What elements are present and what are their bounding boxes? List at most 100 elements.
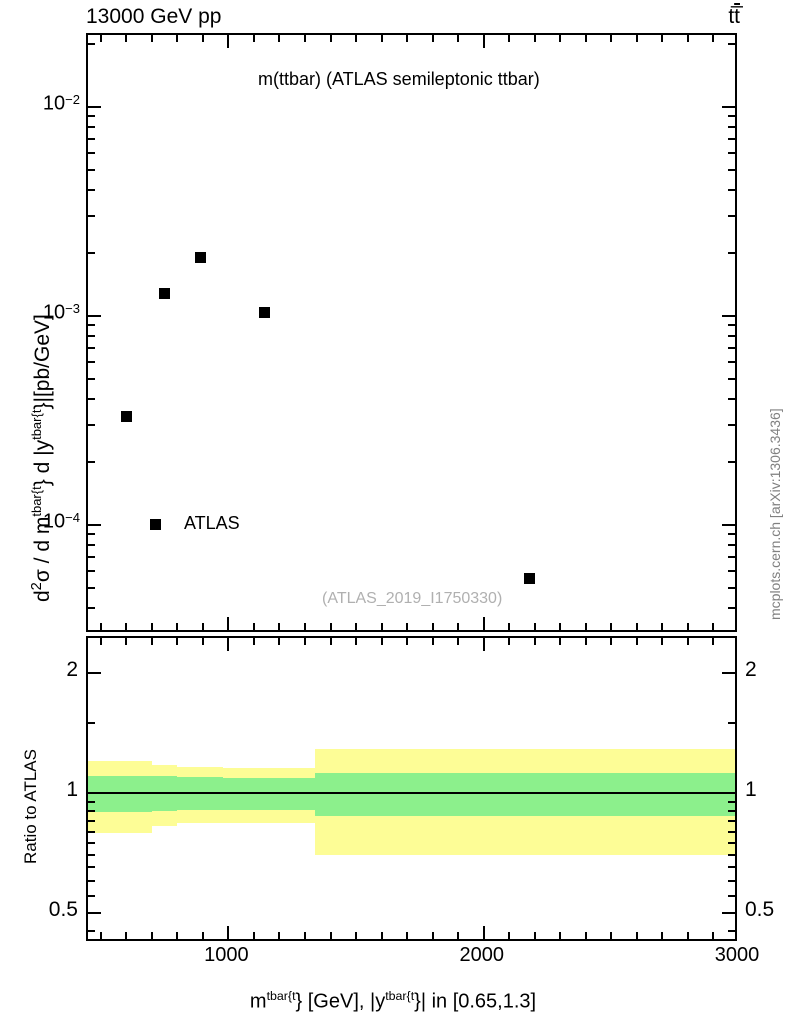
main-x-tick-top	[712, 35, 715, 42]
main-y-tick-right	[728, 460, 735, 463]
ratio-y-tick-label-left: 1	[66, 777, 78, 801]
ratio-plot-frame	[86, 636, 737, 941]
main-y-tick-right	[728, 168, 735, 171]
main-y-tick-right	[728, 556, 735, 559]
main-y-tick-right	[728, 570, 735, 573]
ratio-y-tick	[88, 800, 95, 803]
main-y-tick	[88, 115, 95, 118]
main-y-tick-exponent: −3	[65, 300, 80, 316]
main-y-tick	[88, 423, 95, 426]
ratio-x-tick-bottom	[482, 926, 485, 939]
main-y-tick-label: 10−4	[43, 509, 80, 531]
main-x-tick-bottom	[278, 623, 281, 630]
header-process-label: tt̅	[728, 4, 740, 30]
credit-text: mcplots.cern.ch [arXiv:1306.3436]	[767, 408, 783, 620]
ratio-y-tick-label-right: 2	[745, 658, 757, 682]
ratio-y-tick	[88, 866, 95, 869]
ratio-y-tick	[88, 930, 95, 933]
main-x-tick-top	[610, 35, 613, 42]
ratio-x-tick-top	[201, 638, 204, 645]
ratio-x-tick-top	[661, 638, 664, 645]
main-y-tick-right	[728, 137, 735, 140]
legend-label-atlas: ATLAS	[184, 513, 240, 533]
main-y-tick	[88, 606, 95, 609]
ratio-band-inner	[315, 772, 735, 817]
ratio-x-tick-bottom	[201, 932, 204, 939]
main-x-tick-bottom	[201, 623, 204, 630]
main-y-tick-right	[728, 347, 735, 350]
main-y-tick	[88, 377, 95, 380]
legend-marker-atlas	[150, 519, 161, 530]
main-x-tick-bottom	[125, 623, 128, 630]
main-y-tick-right	[728, 334, 735, 337]
main-y-tick	[88, 361, 95, 364]
main-x-tick-top	[686, 35, 689, 42]
ratio-x-tick-bottom	[329, 932, 332, 939]
main-y-tick-right	[728, 251, 735, 254]
ratio-x-tick-bottom	[278, 932, 281, 939]
main-x-tick-top	[278, 35, 281, 42]
main-x-tick-bottom	[661, 623, 664, 630]
main-x-tick-top	[125, 35, 128, 42]
ratio-x-tick-top	[150, 638, 153, 645]
main-x-tick-bottom	[304, 623, 306, 630]
xtitle-p2sup: tbar{t	[385, 989, 415, 1003]
main-x-tick-top	[227, 35, 230, 48]
ratio-y-tick	[88, 820, 95, 823]
main-y-tick	[88, 105, 101, 108]
data-point-marker	[524, 573, 536, 585]
main-x-tick-top	[304, 35, 306, 42]
main-y-tick	[88, 125, 95, 128]
ratio-x-tick-top	[635, 638, 638, 645]
main-x-tick-bottom	[482, 617, 485, 630]
plot-title: m(ttbar) (ATLAS semileptonic ttbar)	[258, 69, 540, 89]
ratio-y-tick	[88, 895, 95, 898]
xtitle-p1sup: tbar{t	[266, 989, 296, 1003]
ratio-y-tick-label-right: 0.5	[745, 897, 775, 921]
data-point-marker	[159, 287, 171, 299]
main-y-tick-exponent: −4	[65, 509, 80, 525]
main-y-tick-right	[722, 314, 735, 317]
ratio-x-tick-top	[99, 638, 102, 645]
ratio-x-tick-top	[227, 638, 230, 651]
ytitle-p3: } d |y	[31, 439, 54, 487]
ratio-y-tick-label-right: 1	[745, 777, 757, 801]
ratio-y-tick-right	[728, 830, 735, 833]
main-x-tick-bottom	[686, 623, 689, 630]
main-y-tick-right	[728, 115, 735, 118]
ratio-x-tick-bottom	[533, 932, 536, 939]
header-beam-info: 13000 GeV pp	[86, 5, 222, 28]
ratio-x-tick-bottom	[635, 932, 638, 939]
main-x-tick-top	[508, 35, 511, 42]
main-x-tick-top	[329, 35, 332, 42]
main-y-tick	[88, 570, 95, 573]
main-x-tick-top	[355, 35, 358, 42]
ratio-y-tick-right	[728, 841, 735, 844]
ratio-band-inner	[223, 778, 316, 811]
ratio-x-tick-bottom	[610, 932, 613, 939]
main-x-tick-top	[150, 35, 153, 42]
main-y-tick-mantissa: 10	[42, 91, 66, 114]
ratio-x-tick-top	[686, 638, 689, 645]
ratio-x-tick-bottom	[304, 932, 306, 939]
main-y-tick-right	[728, 543, 735, 546]
ratio-y-tick	[88, 791, 101, 794]
main-x-tick-top	[482, 35, 485, 48]
header-process-tbar: t̅	[734, 5, 740, 28]
main-x-tick-top	[559, 35, 562, 42]
main-x-tick-bottom	[712, 623, 715, 630]
ratio-y-tick	[88, 672, 101, 675]
ratio-x-tick-top	[610, 638, 613, 645]
main-y-tick-right	[728, 533, 735, 536]
ratio-x-tick-top	[712, 638, 715, 645]
ratio-x-tick-top	[431, 638, 434, 645]
ratio-x-tick-top	[304, 638, 306, 645]
ratio-y-tick	[88, 880, 95, 883]
main-x-tick-bottom	[329, 623, 332, 630]
main-x-tick-bottom	[584, 623, 587, 630]
ratio-y-tick-right	[728, 820, 735, 823]
ratio-x-tick-bottom	[176, 932, 179, 939]
ratio-x-tick-top	[125, 638, 128, 645]
data-point-marker	[120, 410, 132, 422]
